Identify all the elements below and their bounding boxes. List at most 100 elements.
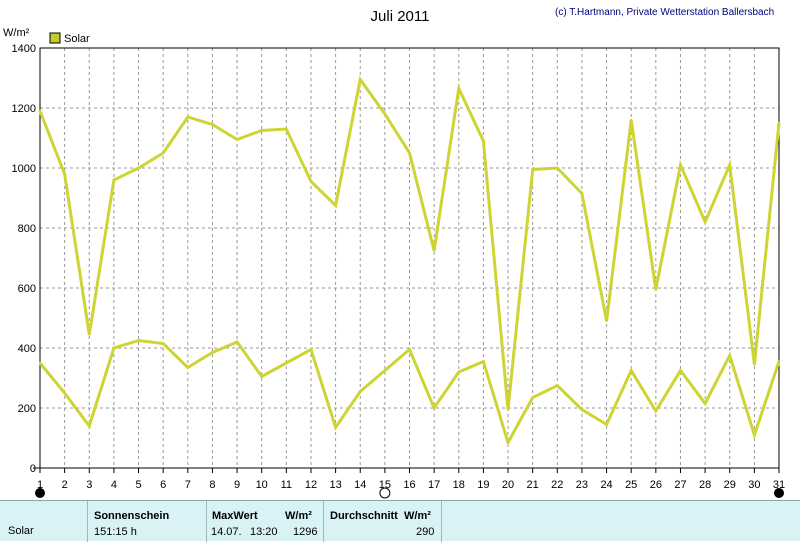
- y-tick-label: 1200: [12, 103, 36, 115]
- avg-label: Durchschnitt: [330, 510, 398, 522]
- x-tick-label: 18: [453, 479, 465, 491]
- x-tick-label: 9: [234, 479, 240, 491]
- data-point-solar-average: [630, 369, 633, 372]
- x-tick-label: 21: [527, 479, 539, 491]
- y-tick-label: 200: [18, 403, 36, 415]
- x-tick-label: 1: [37, 479, 43, 491]
- x-tick-label: 5: [135, 479, 141, 491]
- summary-row-label: Solar: [8, 525, 34, 537]
- new-moon-marker: [774, 488, 784, 498]
- data-point-solar-max: [432, 249, 436, 252]
- data-point-solar-average: [408, 348, 411, 351]
- max-label: MaxWert: [212, 510, 258, 522]
- data-point-solar-max: [777, 121, 781, 125]
- data-point-solar-average: [309, 348, 313, 351]
- data-point-solar-max: [211, 123, 214, 126]
- x-tick-label: 11: [281, 479, 292, 491]
- data-point-solar-max: [408, 151, 411, 155]
- max-date: 14.07.: [211, 526, 242, 538]
- x-tick-label: 19: [477, 479, 489, 491]
- y-tick-label: 400: [18, 343, 36, 355]
- data-point-solar-max: [235, 138, 239, 141]
- x-tick-label: 17: [428, 479, 440, 491]
- data-point-solar-max: [63, 172, 66, 176]
- data-point-solar-max: [383, 112, 387, 116]
- avg-unit: W/m²: [404, 510, 431, 522]
- solar-chart: Juli 2011 (c) T.Hartmann, Private Wetter…: [3, 7, 785, 499]
- avg-value: 290: [416, 526, 435, 538]
- data-point-solar-max: [580, 192, 584, 195]
- data-point-solar-average: [383, 369, 387, 372]
- data-point-solar-average: [457, 370, 460, 374]
- data-point-solar-average: [728, 354, 731, 357]
- x-tick-label: 3: [86, 479, 92, 491]
- max-cell: MaxWert W/m² 14.07. 13:20 1296: [207, 501, 324, 542]
- data-point-solar-max: [260, 129, 263, 132]
- data-point-solar-max: [654, 288, 658, 291]
- y-tick-label: 1400: [12, 43, 36, 55]
- x-tick-label: 26: [650, 479, 662, 491]
- y-tick-label: 800: [18, 223, 36, 235]
- x-tick-label: 30: [748, 479, 760, 491]
- data-point-solar-max: [186, 115, 189, 119]
- data-point-solar-average: [654, 409, 658, 413]
- data-point-solar-max: [457, 87, 460, 90]
- data-point-solar-average: [63, 391, 66, 395]
- new-moon-marker: [35, 488, 45, 498]
- data-point-solar-average: [359, 390, 362, 393]
- data-point-solar-max: [728, 163, 731, 167]
- data-point-solar-average: [679, 369, 682, 372]
- data-point-solar-max: [506, 408, 510, 411]
- max-unit: W/m²: [285, 510, 312, 522]
- data-point-solar-max: [679, 163, 682, 167]
- summary-panel: Solar Sonnenschein 151:15 h MaxWert W/m²…: [0, 500, 800, 542]
- x-tick-label: 16: [403, 479, 415, 491]
- sunshine-label: Sonnenschein: [94, 510, 170, 522]
- x-tick-label: 23: [576, 479, 588, 491]
- x-tick-label: 15: [379, 479, 391, 491]
- x-tick-label: 4: [111, 479, 117, 491]
- x-tick-label: 2: [62, 479, 68, 491]
- full-moon-marker: [379, 487, 391, 499]
- legend-label: Solar: [64, 33, 90, 45]
- data-point-solar-average: [482, 360, 485, 363]
- sunshine-value: 151:15 h: [94, 526, 137, 538]
- x-tick-label: 24: [600, 479, 612, 491]
- x-tick-label: 14: [354, 479, 366, 491]
- data-point-solar-average: [556, 384, 559, 387]
- y-tick-label: 600: [18, 283, 36, 295]
- credit-text: (c) T.Hartmann, Private Wetterstation Ba…: [555, 7, 774, 18]
- summary-row-label-cell: Solar: [0, 501, 88, 542]
- data-point-solar-max: [112, 178, 116, 182]
- data-point-solar-average: [161, 342, 165, 345]
- data-point-solar-average: [285, 361, 288, 365]
- data-point-solar-max: [531, 168, 534, 171]
- x-tick-label: 13: [329, 479, 341, 491]
- data-point-solar-max: [285, 127, 288, 131]
- data-point-solar-average: [334, 426, 337, 429]
- avg-cell: Durchschnitt W/m² 290: [324, 501, 442, 542]
- data-point-solar-average: [753, 433, 756, 437]
- x-tick-label: 20: [502, 479, 514, 491]
- x-tick-label: 7: [185, 479, 191, 491]
- data-point-solar-average: [260, 375, 263, 378]
- data-point-solar-max: [359, 78, 362, 81]
- data-point-solar-max: [605, 319, 608, 323]
- data-point-solar-average: [38, 361, 42, 365]
- data-point-solar-average: [112, 346, 116, 350]
- x-tick-label: 10: [256, 479, 268, 491]
- y-tick-label: 0: [30, 463, 36, 475]
- y-tick-label: 1000: [12, 163, 36, 175]
- data-point-solar-max: [334, 204, 337, 207]
- data-point-solar-max: [137, 166, 140, 170]
- x-tick-label: 22: [551, 479, 563, 491]
- data-point-solar-average: [506, 441, 510, 444]
- data-point-solar-max: [309, 180, 313, 183]
- data-point-solar-max: [482, 139, 485, 143]
- x-tick-label: 31: [773, 479, 785, 491]
- data-point-solar-max: [38, 109, 42, 113]
- data-point-solar-average: [432, 406, 436, 410]
- data-point-solar-max: [161, 151, 165, 155]
- x-tick-label: 27: [674, 479, 686, 491]
- data-point-solar-average: [88, 424, 91, 428]
